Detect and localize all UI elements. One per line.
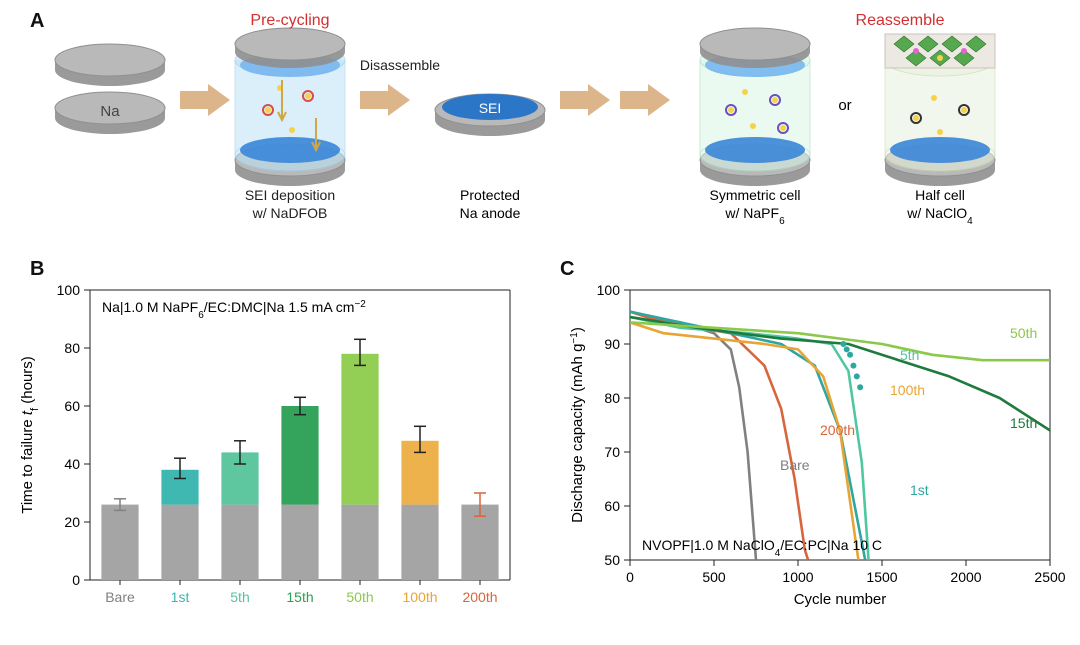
svg-text:100: 100	[597, 282, 621, 298]
panel-b-chart: 0 20 40 60 80 100 Time to failure tf (hours) Na…	[0, 250, 540, 620]
svg-text:60: 60	[604, 498, 620, 514]
svg-text:40: 40	[64, 456, 80, 472]
svg-text:Na: Na	[100, 103, 120, 120]
svg-text:Bare: Bare	[105, 589, 135, 605]
svg-text:2000: 2000	[950, 569, 981, 585]
svg-text:Symmetric cell: Symmetric cell	[709, 187, 800, 203]
svg-text:Protected: Protected	[460, 187, 520, 203]
panel-a-diagram: Na SEI deposition w/ NaDFOB Disassemble SEI P…	[0, 0, 1080, 250]
svg-text:5th: 5th	[900, 347, 919, 363]
svg-text:60: 60	[64, 398, 80, 414]
svg-text:80: 80	[64, 340, 80, 356]
svg-text:100: 100	[57, 282, 81, 298]
svg-text:70: 70	[604, 444, 620, 460]
svg-text:Time to failure tf (hours): Time to failure tf (hours)	[19, 356, 41, 514]
svg-text:200th: 200th	[820, 422, 855, 438]
svg-text:Cycle number: Cycle number	[794, 591, 887, 608]
svg-text:200th: 200th	[462, 589, 497, 605]
svg-text:SEI: SEI	[479, 100, 502, 116]
svg-text:500: 500	[702, 569, 726, 585]
svg-text:or: or	[838, 97, 851, 114]
svg-text:0: 0	[626, 569, 634, 585]
svg-text:15th: 15th	[286, 589, 313, 605]
svg-text:Disassemble: Disassemble	[360, 57, 440, 73]
svg-text:w/ NaDFOB: w/ NaDFOB	[252, 205, 328, 221]
svg-text:2500: 2500	[1034, 569, 1065, 585]
svg-text:50: 50	[604, 552, 620, 568]
svg-text:50th: 50th	[346, 589, 373, 605]
svg-text:80: 80	[604, 390, 620, 406]
svg-text:w/ NaPF6: w/ NaPF6	[724, 205, 785, 227]
svg-text:90: 90	[604, 336, 620, 352]
svg-text:15th: 15th	[1010, 415, 1037, 431]
svg-text:1500: 1500	[866, 569, 897, 585]
svg-text:Half cell: Half cell	[915, 187, 965, 203]
svg-text:5th: 5th	[230, 589, 249, 605]
svg-text:Discharge capacity (mAh g−1): Discharge capacity (mAh g−1)	[569, 327, 587, 523]
svg-text:100th: 100th	[890, 382, 925, 398]
svg-text:Bare: Bare	[780, 457, 810, 473]
reassemble-label: Reassemble	[840, 12, 960, 30]
svg-text:SEI deposition: SEI deposition	[245, 187, 335, 203]
panel-c-chart: 506070809010005001000150020002500Cycle n…	[560, 250, 1080, 620]
pre-cycling-label: Pre-cycling	[230, 12, 350, 30]
figure-page: { "panelA":{ "label":"A", "redLabels":{"…	[0, 0, 1080, 645]
svg-text:1000: 1000	[782, 569, 813, 585]
svg-text:20: 20	[64, 514, 80, 530]
svg-text:1st: 1st	[171, 589, 190, 605]
svg-text:50th: 50th	[1010, 325, 1037, 341]
svg-text:1st: 1st	[910, 482, 929, 498]
svg-text:Na|1.0 M NaPF6/EC:DMC|Na 1.5 m: Na|1.0 M NaPF6/EC:DMC|Na 1.5 mA cm−2	[102, 299, 366, 321]
svg-text:0: 0	[72, 572, 80, 588]
svg-text:w/ NaClO4: w/ NaClO4	[906, 205, 973, 227]
svg-text:100th: 100th	[402, 589, 437, 605]
svg-text:Na anode: Na anode	[460, 205, 521, 221]
svg-text:NVOPF|1.0 M NaClO4/EC:PC|Na 10: NVOPF|1.0 M NaClO4/EC:PC|Na 10 C	[642, 537, 882, 559]
